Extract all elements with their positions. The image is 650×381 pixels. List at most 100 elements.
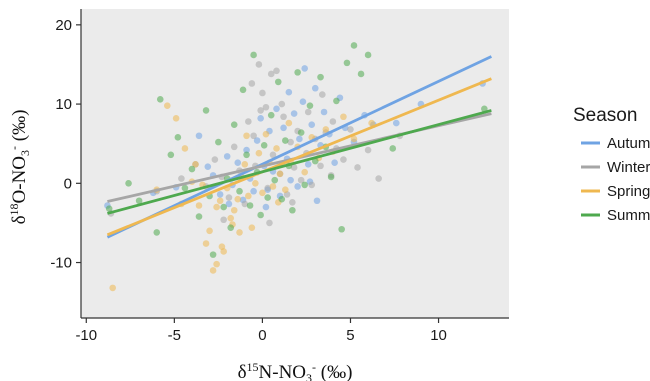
point-winter-49: [319, 91, 326, 98]
point-spring-38: [350, 135, 358, 143]
point-autumn-33: [311, 84, 319, 92]
y-tick-label-0: 0: [64, 175, 72, 192]
point-autumn-6: [216, 191, 224, 198]
point-autumn-29: [299, 98, 307, 105]
point-autumn-27: [294, 183, 301, 190]
x-axis-title-sup2: -: [312, 360, 316, 374]
point-summer-12: [209, 251, 217, 258]
point-summer-17: [230, 121, 238, 128]
point-autumn-47: [225, 200, 233, 208]
point-winter-35: [340, 156, 347, 163]
point-winter-25: [290, 164, 298, 171]
point-winter-37: [354, 164, 361, 171]
point-summer-48: [389, 145, 397, 152]
point-winter-7: [225, 194, 233, 201]
point-summer-37: [306, 102, 314, 109]
point-spring-14: [227, 214, 235, 222]
x-tick-label--5: -5: [168, 327, 181, 344]
point-winter-45: [329, 118, 337, 125]
point-spring-24: [262, 130, 270, 138]
point-summer-22: [250, 51, 257, 59]
point-autumn-7: [223, 153, 231, 160]
point-summer-44: [343, 59, 351, 67]
point-summer-47: [364, 51, 372, 59]
point-spring-0: [109, 284, 116, 292]
point-summer-10: [202, 107, 210, 114]
point-autumn-20: [273, 105, 280, 113]
point-spring-37: [340, 113, 347, 121]
point-summer-34: [294, 69, 301, 76]
point-spring-16: [234, 195, 242, 203]
point-spring-20: [248, 224, 256, 231]
x-tick-label-0: 0: [258, 327, 266, 344]
point-winter-44: [304, 108, 312, 116]
point-winter-17: [264, 184, 272, 192]
y-axis-title-main: O-NO: [9, 156, 30, 204]
point-summer-33: [289, 206, 296, 214]
x-tick-label-5: 5: [346, 327, 354, 344]
x-axis-title-main: N-NO: [259, 362, 307, 381]
point-summer-25: [260, 141, 268, 149]
point-autumn-25: [287, 176, 294, 184]
point-winter-19: [269, 151, 277, 159]
point-summer-21: [246, 202, 254, 209]
point-autumn-32: [308, 121, 316, 128]
point-winter-47: [257, 107, 264, 114]
point-summer-45: [350, 42, 358, 49]
point-autumn-9: [234, 159, 242, 167]
point-summer-41: [327, 173, 335, 181]
point-spring-18: [241, 160, 249, 168]
point-winter-40: [266, 219, 273, 227]
point-winter-38: [364, 146, 372, 154]
point-autumn-38: [331, 159, 338, 167]
point-summer-13: [215, 138, 222, 146]
y-ticks-layer: -10 0 10 20: [50, 17, 81, 272]
point-spring-43: [243, 132, 250, 140]
y-axis-title-sub: 3: [18, 150, 32, 156]
x-axis-title-sup: 15: [247, 360, 259, 374]
point-spring-48: [218, 243, 226, 250]
y-axis-title-delta: δ: [9, 215, 30, 224]
point-spring-2: [164, 102, 171, 109]
y-axis-title-sup: 18: [7, 203, 21, 215]
point-autumn-31: [304, 160, 312, 168]
point-summer-1: [125, 180, 132, 187]
point-winter-2: [178, 175, 185, 182]
point-winter-16: [262, 103, 270, 111]
point-autumn-36: [320, 108, 328, 116]
x-axis-title: δ15N-NO3- (‰): [238, 360, 353, 381]
legend-title: Season: [573, 105, 637, 126]
point-spring-11: [216, 197, 224, 205]
point-autumn-15: [257, 115, 264, 122]
y-axis-title: δ18O-NO3- (‰): [7, 110, 32, 225]
point-winter-11: [245, 118, 252, 125]
point-winter-10: [241, 200, 249, 208]
point-winter-43: [250, 132, 257, 140]
point-summer-2: [135, 197, 143, 205]
point-spring-27: [273, 145, 280, 152]
point-autumn-48: [262, 203, 270, 211]
point-spring-26: [269, 183, 277, 190]
y-axis-title-unit: (‰): [9, 110, 30, 146]
point-summer-46: [357, 70, 365, 78]
legend-label-autumn: Autumn: [607, 135, 650, 152]
point-spring-39: [368, 119, 375, 127]
point-winter-15: [259, 89, 266, 97]
point-autumn-28: [296, 135, 303, 143]
trend-line-autumn: [106, 55, 492, 239]
point-autumn-34: [313, 197, 321, 205]
point-spring-29: [282, 186, 289, 193]
point-spring-35: [322, 126, 330, 133]
point-summer-3: [153, 229, 161, 236]
point-winter-41: [220, 216, 227, 224]
point-summer-42: [333, 97, 340, 105]
point-summer-35: [297, 129, 305, 136]
point-autumn-4: [204, 163, 212, 170]
x-axis-title-delta: δ: [238, 362, 247, 381]
x-tick-label--10: -10: [75, 327, 97, 344]
point-autumn-30: [301, 65, 308, 72]
point-winter-8: [230, 143, 238, 151]
point-summer-29: [274, 78, 282, 86]
point-summer-43: [338, 225, 345, 233]
point-autumn-44: [392, 119, 400, 127]
